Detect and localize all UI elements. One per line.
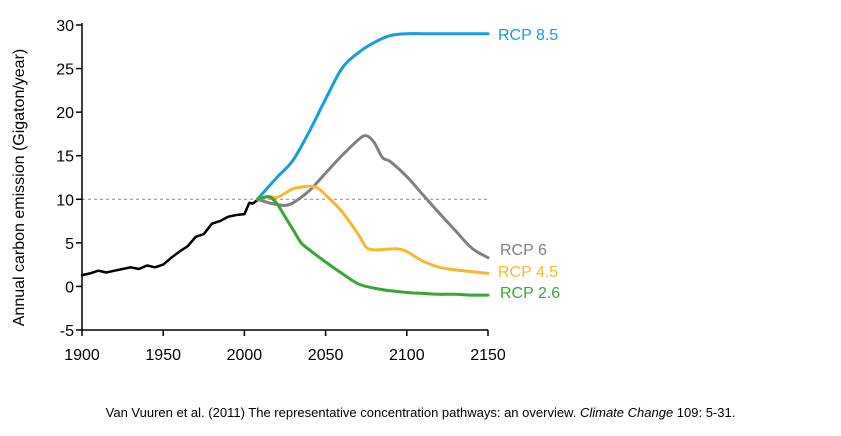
series-line-rcp-8-5 — [255, 32, 490, 201]
y-tick-label: 30 — [56, 18, 74, 35]
series-line-rcp-2-6 — [255, 195, 490, 297]
series-label-rcp-6: RCP 6 — [500, 242, 547, 259]
series-layer — [80, 32, 490, 297]
series-line-rcp-6 — [255, 134, 490, 260]
y-tick-label: 25 — [56, 62, 74, 79]
x-tick-label: 1900 — [64, 347, 100, 364]
y-tick-label: 20 — [56, 105, 74, 122]
x-tick-label: 1950 — [145, 347, 181, 364]
label-layer: RCP 8.5 RCP 6 RCP 4.5 RCP 2.6 — [498, 27, 560, 302]
citation-journal: Climate Change — [579, 405, 674, 420]
citation-text: Van Vuuren et al. (2011) The representat… — [105, 405, 580, 420]
y-tick-label: -5 — [60, 323, 74, 340]
y-tick-label: 15 — [56, 149, 74, 166]
axes-layer: 30 25 20 15 10 5 0 -5 1900 1950 2000 2050 2100 2150 An… — [11, 18, 506, 364]
x-tick-label: 2000 — [227, 347, 263, 364]
historical-emissions-line — [80, 198, 259, 277]
y-axis-title: Annual carbon emission (Gigaton/year) — [11, 49, 28, 326]
series-label-rcp-4-5: RCP 4.5 — [498, 264, 558, 281]
x-tick-label: 2150 — [470, 347, 506, 364]
y-tick-label: 5 — [65, 236, 74, 253]
series-label-rcp-8-5: RCP 8.5 — [498, 27, 558, 44]
series-line-rcp-4-5 — [255, 184, 490, 275]
citation-volume: 109: 5-31. — [673, 405, 736, 420]
series-label-rcp-2-6: RCP 2.6 — [500, 285, 560, 302]
x-tick-label: 2050 — [308, 347, 344, 364]
citation-caption: Van Vuuren et al. (2011) The representat… — [0, 405, 841, 420]
y-tick-label: 0 — [65, 279, 74, 296]
y-tick-label: 10 — [56, 192, 74, 209]
x-tick-label: 2100 — [389, 347, 425, 364]
